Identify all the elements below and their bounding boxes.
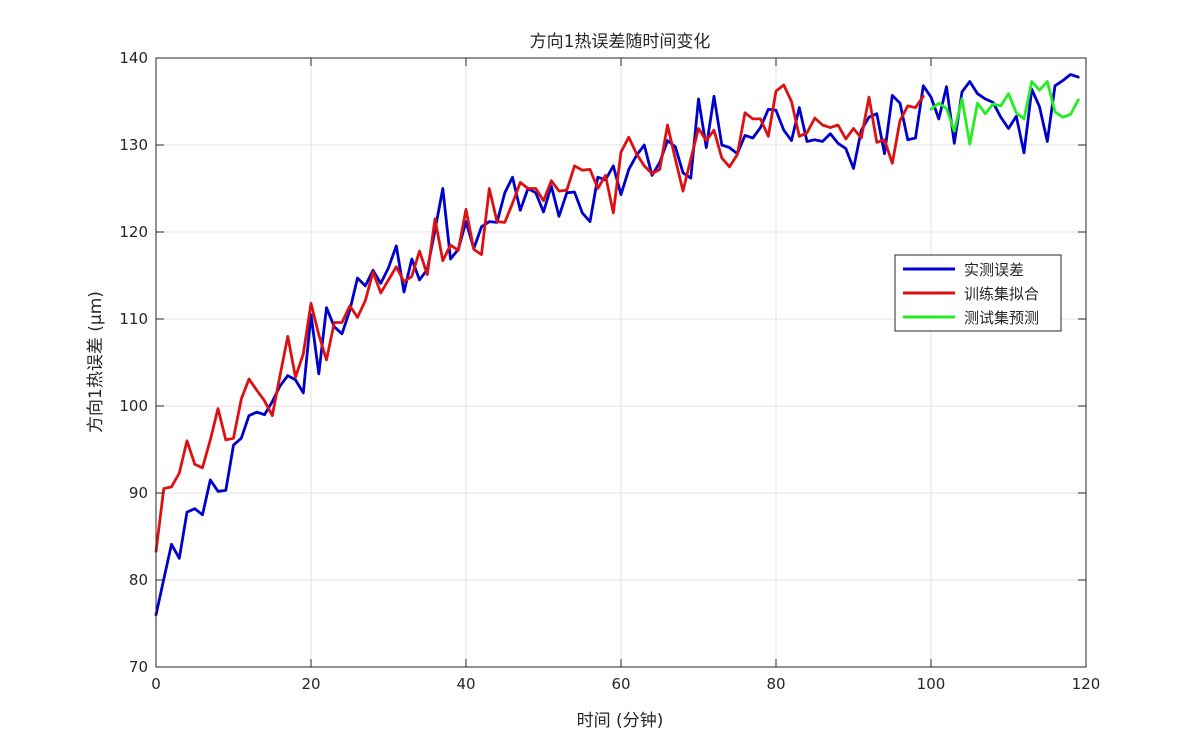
- y-tick-label: 110: [119, 310, 148, 328]
- y-tick-label: 70: [129, 658, 148, 676]
- y-axis-label: 方向1热误差 (μm): [86, 291, 106, 433]
- x-tick-label: 20: [301, 675, 320, 693]
- legend-label-measured: 实测误差: [964, 261, 1024, 279]
- axis-ticks: 0 20 40 60 80 100 120 70 80 90 100 110 120 130 140: [119, 49, 1100, 693]
- legend: 实测误差 训练集拟合 测试集预测: [894, 254, 1062, 332]
- x-tick-label: 80: [766, 675, 785, 693]
- y-tick-label: 80: [129, 571, 148, 589]
- x-tick-label: 60: [611, 675, 630, 693]
- x-tick-label: 0: [151, 675, 161, 693]
- series-line-test-pred: [929, 80, 1080, 146]
- x-tick-label: 120: [1072, 675, 1101, 693]
- legend-label-test-pred: 测试集预测: [964, 309, 1039, 327]
- legend-label-train-fit: 训练集拟合: [964, 285, 1039, 303]
- series-lines: [154, 73, 1080, 617]
- x-axis-label: 时间 (分钟): [577, 711, 664, 731]
- x-tick-label: 40: [456, 675, 475, 693]
- y-tick-label: 100: [119, 397, 148, 415]
- x-tick-label: 100: [917, 675, 946, 693]
- y-tick-label: 140: [119, 49, 148, 67]
- y-tick-label: 120: [119, 223, 148, 241]
- y-tick-label: 90: [129, 484, 148, 502]
- series-line-train-fit: [154, 83, 925, 553]
- y-tick-label: 130: [119, 136, 148, 154]
- chart-title: 方向1热误差随时间变化: [530, 32, 711, 52]
